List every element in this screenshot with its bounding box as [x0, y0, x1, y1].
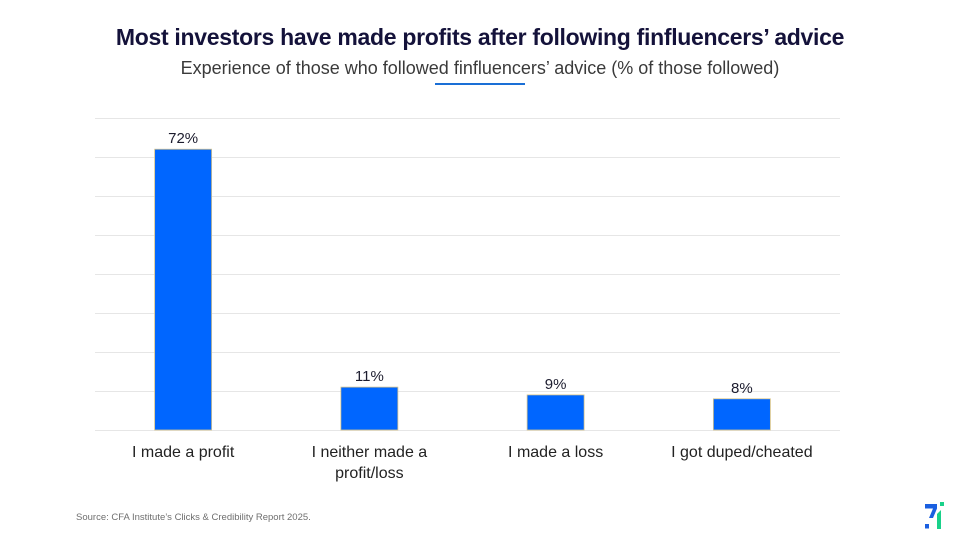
category-label: I made a loss	[508, 444, 603, 461]
category-label: profit/loss	[335, 465, 403, 482]
data-label: 72%	[168, 130, 198, 147]
bar	[712, 398, 771, 431]
data-label: 8%	[731, 380, 753, 397]
data-label: 9%	[545, 376, 567, 393]
title-accent-line	[435, 83, 525, 85]
category-label: I made a profit	[132, 444, 235, 461]
chart-title: Most investors have made profits after f…	[115, 24, 845, 50]
category-label: I neither made a	[312, 444, 428, 461]
data-labels: 72% 11% 9% 8%	[168, 130, 753, 397]
data-label: 11%	[355, 368, 384, 385]
chart-subtitle: Experience of those who followed finflue…	[180, 58, 780, 78]
brand-logo-icon	[925, 502, 944, 529]
bar	[340, 386, 399, 431]
bar	[154, 148, 213, 431]
gridlines	[95, 118, 840, 431]
category-labels: I made a profit I neither made a profit/lo…	[132, 444, 813, 482]
bars	[154, 148, 771, 431]
bar	[526, 394, 585, 431]
category-label: I got duped/cheated	[671, 444, 812, 461]
source-note: Source: CFA Institute’s Clicks & Credibi…	[76, 512, 311, 523]
